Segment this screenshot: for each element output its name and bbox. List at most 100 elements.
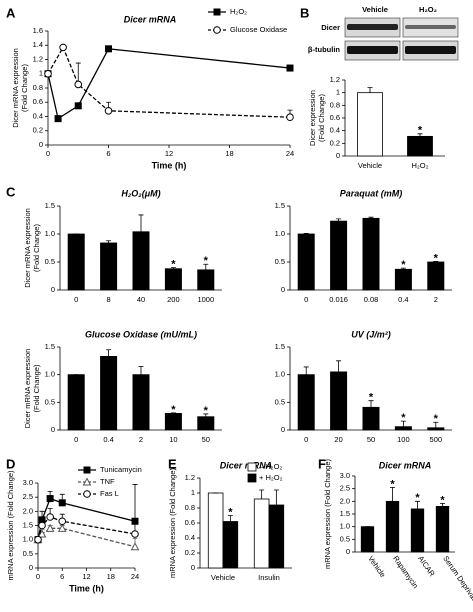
y-tick-label: 1.5	[275, 201, 285, 210]
x-tick-label: 8	[107, 295, 111, 304]
y-tick-label: 1.0	[23, 535, 33, 544]
x-tick-label: 12	[82, 572, 90, 581]
error-bar	[433, 261, 439, 262]
bar	[394, 268, 412, 291]
x-tick-label: 0	[304, 295, 308, 304]
x-tick-label: 500	[430, 435, 443, 444]
y-axis-label: mRNA expression (Fold Change)	[323, 458, 332, 569]
significance-mark: *	[434, 413, 439, 425]
y-tick-label: 1.0	[45, 229, 55, 238]
error-bar	[390, 487, 395, 502]
y-axis-label: mRNA expression (Fold Change)	[6, 470, 15, 581]
bar	[67, 374, 85, 431]
legend-marker	[82, 477, 92, 486]
x-tick-label: 1000	[197, 295, 214, 304]
series-line	[47, 45, 291, 118]
error-bar	[138, 365, 144, 375]
legend-label: – H₂O₂	[259, 462, 282, 471]
y-tick-label: 1.5	[275, 342, 285, 351]
significance-mark: *	[171, 404, 176, 416]
y-tick-label: 0.5	[45, 397, 55, 406]
y-tick-label: 0.8	[330, 100, 340, 109]
error-bar	[227, 515, 233, 522]
legend-marker	[83, 490, 91, 498]
blot-band	[347, 46, 398, 54]
y-tick-label: 0.4	[33, 111, 43, 120]
legend-marker	[213, 26, 221, 34]
error-bar	[368, 216, 374, 219]
y-tick-label: 0.5	[45, 257, 55, 266]
x-tick-label: 24	[131, 572, 139, 581]
error-bar	[170, 267, 176, 269]
series-line	[47, 48, 291, 120]
y-tick-label: 3.0	[340, 471, 350, 480]
bar	[132, 374, 150, 431]
x-tick-label: 2	[434, 295, 438, 304]
bar	[410, 508, 425, 553]
error-bar	[259, 489, 265, 499]
marker	[286, 113, 294, 122]
y-tick-label: 1.0	[45, 370, 55, 379]
chart-title: UV (J/m²)	[351, 329, 391, 339]
marker	[104, 107, 113, 115]
bar	[407, 135, 433, 157]
y-tick-label: 0.5	[275, 397, 285, 406]
y-tick-label: 0.5	[23, 549, 33, 558]
y-tick-label: 0	[346, 547, 350, 556]
x-tick-label: 0	[304, 435, 308, 444]
y-tick-label: 1.5	[340, 509, 350, 518]
y-tick-label: 1.2	[33, 54, 43, 63]
y-tick-label: 0.6	[33, 97, 43, 106]
x-tick-label: 50	[367, 435, 375, 444]
marker	[46, 495, 54, 503]
blot-row-label: β-tubulin	[308, 45, 340, 54]
error-bar	[132, 484, 138, 522]
y-axis-label: Dicer mRNA expression	[23, 349, 32, 429]
x-tick-label: 0.08	[364, 295, 379, 304]
bar	[435, 505, 450, 553]
y-tick-label: 0.2	[33, 126, 43, 135]
legend-marker	[213, 8, 221, 16]
y-tick-label: 1.0	[275, 229, 285, 238]
marker	[131, 517, 139, 525]
bar	[362, 406, 380, 431]
y-tick-label: 1.5	[45, 201, 55, 210]
legend-label: Glucose Oxidase	[230, 25, 287, 34]
y-tick-label: 0	[281, 425, 285, 434]
y-tick-label: 0	[281, 285, 285, 294]
error-bar	[303, 366, 309, 375]
x-tick-label: Serum Deprivation	[441, 554, 473, 610]
y-tick-label: 0.5	[275, 257, 285, 266]
x-tick-label: 0.4	[398, 295, 408, 304]
error-bar	[203, 263, 209, 270]
error-bar	[273, 489, 279, 505]
bar	[394, 426, 412, 431]
x-axis-label: Time (h)	[152, 160, 187, 170]
legend-label: + H₂O₂	[259, 473, 283, 482]
x-axis-label: Time (h)	[69, 583, 104, 593]
bar	[357, 92, 383, 157]
y-axis-label: (Fold Change)	[32, 224, 41, 272]
marker	[74, 102, 82, 110]
y-tick-label: 1.2	[330, 75, 340, 84]
y-tick-label: 0	[336, 151, 340, 160]
bar	[207, 492, 224, 569]
bar	[164, 412, 182, 431]
y-axis-label: (Fold Change)	[20, 64, 29, 112]
error-bar	[170, 412, 176, 414]
y-axis-label: Dicer mRNA expression	[11, 48, 20, 128]
significance-mark: *	[418, 125, 423, 137]
y-tick-label: 0.5	[340, 534, 350, 543]
significance-mark: *	[204, 255, 209, 267]
bar	[427, 261, 445, 291]
significance-mark: *	[415, 492, 420, 504]
legend-swatch	[247, 473, 257, 483]
marker	[45, 523, 55, 532]
y-axis-label: Dicer mRNA expression	[23, 208, 32, 288]
x-tick-label: 12	[165, 149, 173, 158]
bar	[253, 498, 270, 569]
y-tick-label: 1.5	[45, 342, 55, 351]
x-tick-label: 24	[286, 149, 294, 158]
x-tick-label: Rapamycin	[391, 554, 420, 590]
y-tick-label: 1.0	[340, 522, 350, 531]
